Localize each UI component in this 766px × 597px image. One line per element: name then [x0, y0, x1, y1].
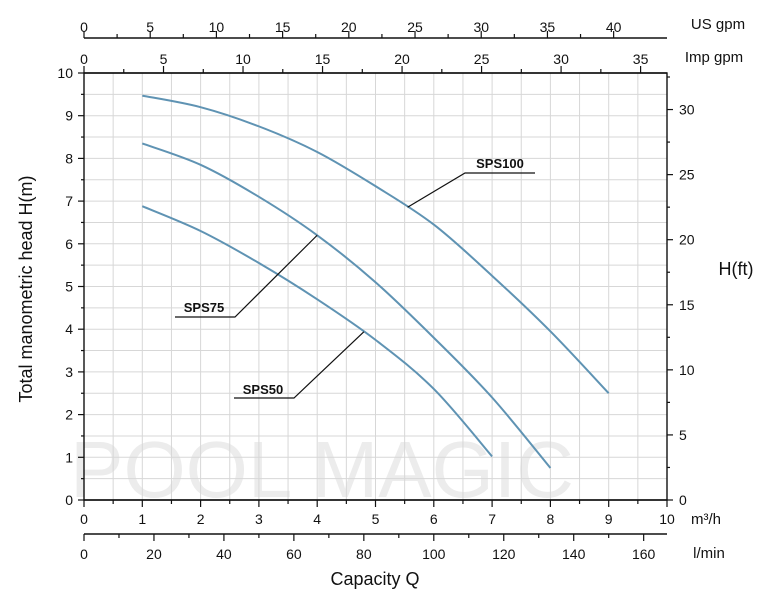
bottom_secondary-tick-label: 100: [422, 546, 446, 562]
label-sps50: SPS50: [243, 382, 283, 397]
left-tick-label: 3: [65, 364, 73, 380]
series-labels: SPS100 SPS75 SPS50: [184, 156, 524, 397]
top_us-tick-label: 20: [341, 19, 357, 35]
bottom_primary-tick-label: 0: [80, 511, 88, 527]
right-tick-label: 0: [679, 492, 687, 508]
left-tick-label: 7: [65, 193, 73, 209]
curve-sps50: [141, 205, 493, 458]
watermark: POOL MAGIC: [70, 425, 574, 514]
left-tick-label: 6: [65, 236, 73, 252]
right-tick-label: 30: [679, 102, 695, 118]
right-tick-label: 25: [679, 167, 695, 183]
top_us-tick-label: 35: [540, 19, 556, 35]
bottom_secondary-tick-label: 160: [632, 546, 656, 562]
bottom_primary-tick-label: 3: [255, 511, 263, 527]
bottom_primary-tick-label: 4: [313, 511, 321, 527]
left-tick-label: 2: [65, 407, 73, 423]
top_us-tick-label: 5: [146, 19, 154, 35]
bottom_secondary-tick-label: 80: [356, 546, 372, 562]
top_us-tick-label: 40: [606, 19, 622, 35]
bottom_secondary-tick-label: 60: [286, 546, 302, 562]
left-tick-label: 9: [65, 108, 73, 124]
top_imp-tick-label: 20: [394, 51, 410, 67]
curve-sps75: [141, 142, 552, 469]
leader-sps100: [407, 172, 535, 208]
top_imp-tick-label: 15: [315, 51, 331, 67]
top_imp-tick-label: 35: [633, 51, 649, 67]
top_us-tick-label: 0: [80, 19, 88, 35]
bottom_secondary-tick-label: 40: [216, 546, 232, 562]
bottom_secondary-tick-label: 140: [562, 546, 586, 562]
lmin-unit: l/min: [693, 545, 725, 562]
right-tick-label: 10: [679, 362, 695, 378]
top_us-tick-label: 15: [275, 19, 291, 35]
top_imp-tick-label: 10: [235, 51, 251, 67]
left-tick-label: 1: [65, 449, 73, 465]
top_imp-tick-label: 5: [160, 51, 168, 67]
right-axis-unit: H(ft): [719, 259, 754, 279]
left-tick-label: 0: [65, 492, 73, 508]
bottom_primary-tick-label: 2: [197, 511, 205, 527]
right-tick-label: 5: [679, 427, 687, 443]
x-axis-title: Capacity Q: [330, 569, 419, 589]
left-tick-label: 4: [65, 321, 73, 337]
watermark-text: POOL MAGIC: [70, 425, 574, 514]
bottom_secondary-tick-label: 0: [80, 546, 88, 562]
axis-ticks: [78, 31, 673, 541]
y-axis-title: Total manometric head H(m): [16, 175, 36, 402]
bottom_primary-tick-label: 1: [138, 511, 146, 527]
grid: [84, 73, 667, 500]
right-tick-label: 20: [679, 232, 695, 248]
label-sps100: SPS100: [476, 156, 524, 171]
us-gpm-unit: US gpm: [691, 16, 745, 33]
leader-sps50: [234, 331, 365, 399]
bottom_primary-tick-label: 10: [659, 511, 675, 527]
left-tick-label: 10: [57, 65, 73, 81]
bottom_primary-tick-label: 8: [547, 511, 555, 527]
bottom_primary-tick-label: 6: [430, 511, 438, 527]
bottom_primary-tick-label: 9: [605, 511, 613, 527]
curves: [141, 94, 610, 469]
leader-lines: [175, 172, 535, 399]
left-tick-label: 5: [65, 279, 73, 295]
top_us-tick-label: 30: [473, 19, 489, 35]
m3h-unit: m³/h: [691, 511, 721, 528]
right-tick-label: 15: [679, 297, 695, 313]
bottom_primary-tick-label: 7: [488, 511, 496, 527]
top_us-tick-label: 10: [209, 19, 225, 35]
tick-labels: 0 5 10 15 20 25 30 35 400 5 10 15 20 25 30 350 1 2 3 4 5 6 7 8 9…: [57, 19, 694, 562]
curve-sps100: [142, 94, 610, 394]
leader-sps75: [175, 234, 318, 318]
bottom_primary-tick-label: 5: [372, 511, 380, 527]
top_us-tick-label: 25: [407, 19, 423, 35]
label-sps75: SPS75: [184, 300, 224, 315]
top_imp-tick-label: 25: [474, 51, 490, 67]
bottom_secondary-tick-label: 20: [146, 546, 162, 562]
left-tick-label: 8: [65, 150, 73, 166]
imp-gpm-unit: Imp gpm: [685, 49, 743, 66]
bottom_secondary-tick-label: 120: [492, 546, 516, 562]
axis-titles: Total manometric head H(m) Capacity Q US…: [16, 16, 754, 589]
top_imp-tick-label: 0: [80, 51, 88, 67]
top_imp-tick-label: 30: [553, 51, 569, 67]
